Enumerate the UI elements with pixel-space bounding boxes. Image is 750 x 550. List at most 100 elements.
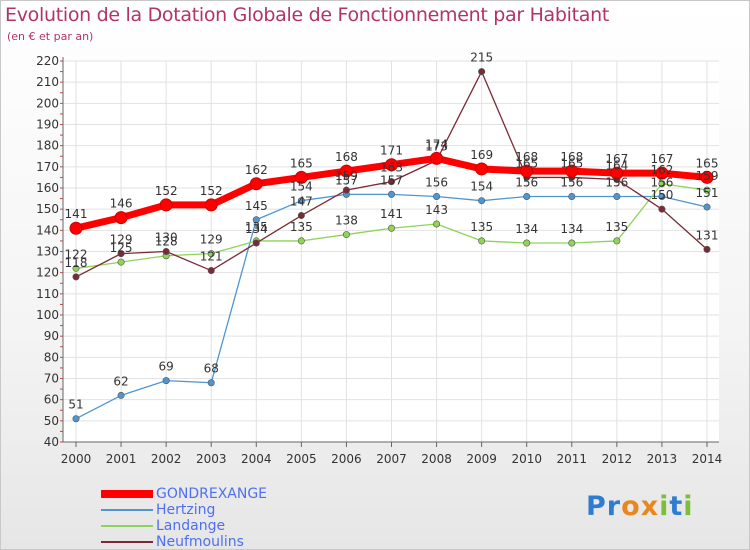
data-point-neufmoulins xyxy=(207,267,215,275)
data-label-gondrexange: 152 xyxy=(200,184,223,198)
y-tick-label: 80 xyxy=(44,350,59,364)
data-label-gondrexange: 169 xyxy=(470,148,493,162)
data-label-hertzing: 154 xyxy=(290,180,313,194)
y-tick-label: 100 xyxy=(36,308,59,322)
data-point-landange xyxy=(568,239,576,247)
y-tick-label: 140 xyxy=(36,223,59,237)
data-point-hertzing xyxy=(297,197,305,205)
data-point-hertzing xyxy=(568,192,576,200)
data-point-landange xyxy=(207,250,215,258)
data-label-neufmoulins: 163 xyxy=(380,161,403,175)
chart-title: Evolution de la Dotation Globale de Fonc… xyxy=(5,4,610,26)
data-point-neufmoulins xyxy=(478,68,486,76)
y-tick-label: 200 xyxy=(36,96,59,110)
data-label-landange: 135 xyxy=(605,220,628,234)
data-label-neufmoulins: 118 xyxy=(65,256,88,270)
data-label-hertzing: 51 xyxy=(68,398,83,412)
x-tick-label: 2006 xyxy=(331,452,362,466)
data-label-neufmoulins: 130 xyxy=(155,231,178,245)
data-label-hertzing: 68 xyxy=(204,362,219,376)
data-point-hertzing xyxy=(613,192,621,200)
legend-label: Neufmoulins xyxy=(156,534,244,550)
data-point-gondrexange xyxy=(204,198,218,212)
data-label-hertzing: 157 xyxy=(335,173,358,187)
data-point-gondrexange xyxy=(655,166,669,180)
data-label-neufmoulins: 159 xyxy=(335,169,358,183)
legend-label: Landange xyxy=(156,518,226,534)
data-point-landange xyxy=(433,220,441,228)
y-tick-label: 210 xyxy=(36,75,59,89)
data-label-gondrexange: 168 xyxy=(335,150,358,164)
logo-letter: P xyxy=(586,491,607,522)
data-point-hertzing xyxy=(72,415,80,423)
data-label-landange: 143 xyxy=(425,203,448,217)
data-point-neufmoulins xyxy=(342,186,350,194)
data-label-landange: 141 xyxy=(380,207,403,221)
data-label-neufmoulins: 173 xyxy=(425,139,448,153)
data-label-gondrexange: 168 xyxy=(560,150,583,164)
data-label-neufmoulins: 134 xyxy=(245,222,268,236)
data-point-hertzing xyxy=(433,192,441,200)
y-tick-label: 120 xyxy=(36,266,59,280)
x-tick-label: 2008 xyxy=(421,452,452,466)
logo-letter: o xyxy=(621,491,641,522)
data-label-hertzing: 156 xyxy=(650,175,673,189)
data-label-neufmoulins: 164 xyxy=(605,159,628,173)
data-point-neufmoulins xyxy=(387,178,395,186)
x-tick-label: 2011 xyxy=(557,452,588,466)
data-label-neufmoulins: 165 xyxy=(560,156,583,170)
data-point-neufmoulins xyxy=(297,212,305,220)
data-label-gondrexange: 168 xyxy=(515,150,538,164)
data-point-hertzing xyxy=(658,192,666,200)
data-label-landange: 159 xyxy=(696,169,719,183)
data-point-gondrexange xyxy=(69,221,83,235)
data-label-landange: 135 xyxy=(470,220,493,234)
x-tick-label: 2009 xyxy=(466,452,497,466)
data-point-gondrexange xyxy=(294,170,308,184)
data-label-gondrexange: 162 xyxy=(245,163,268,177)
logo-letter: t xyxy=(669,491,684,522)
data-label-hertzing: 156 xyxy=(515,175,538,189)
data-point-gondrexange xyxy=(520,164,534,178)
data-label-neufmoulins: 150 xyxy=(650,188,673,202)
data-point-gondrexange xyxy=(339,164,353,178)
data-point-gondrexange xyxy=(700,170,714,184)
data-label-hertzing: 157 xyxy=(380,173,403,187)
data-label-landange: 135 xyxy=(245,220,268,234)
x-tick-label: 2002 xyxy=(151,452,182,466)
data-point-landange xyxy=(72,264,80,272)
data-point-gondrexange xyxy=(610,166,624,180)
data-point-gondrexange xyxy=(475,162,489,176)
logo-letter: i xyxy=(659,491,670,522)
legend-swatch xyxy=(101,490,153,498)
legend-label: GONDREXANGE xyxy=(156,486,268,502)
data-label-gondrexange: 174 xyxy=(425,137,448,151)
data-point-landange xyxy=(613,237,621,245)
data-label-landange: 129 xyxy=(200,233,223,247)
data-point-neufmoulins xyxy=(658,205,666,213)
data-label-neufmoulins: 215 xyxy=(470,51,493,65)
data-label-landange: 162 xyxy=(650,163,673,177)
data-point-gondrexange xyxy=(249,177,263,191)
data-point-neufmoulins xyxy=(162,248,170,256)
y-tick-label: 170 xyxy=(36,160,59,174)
y-tick-label: 60 xyxy=(44,393,59,407)
data-label-landange: 125 xyxy=(110,241,133,255)
data-label-hertzing: 69 xyxy=(159,360,174,374)
x-tick-label: 2012 xyxy=(602,452,633,466)
data-label-neufmoulins: 147 xyxy=(290,195,313,209)
data-label-hertzing: 62 xyxy=(113,374,128,388)
x-tick-label: 2004 xyxy=(241,452,272,466)
y-tick-label: 90 xyxy=(44,329,59,343)
legend-swatch xyxy=(101,525,153,527)
data-point-hertzing xyxy=(162,377,170,385)
logo-letter: x xyxy=(640,491,660,522)
data-label-landange: 134 xyxy=(515,222,538,236)
data-point-gondrexange xyxy=(159,198,173,212)
y-tick-label: 160 xyxy=(36,181,59,195)
data-label-gondrexange: 171 xyxy=(380,144,403,158)
data-point-gondrexange xyxy=(385,158,398,172)
data-point-hertzing xyxy=(252,216,260,224)
data-label-hertzing: 156 xyxy=(425,175,448,189)
